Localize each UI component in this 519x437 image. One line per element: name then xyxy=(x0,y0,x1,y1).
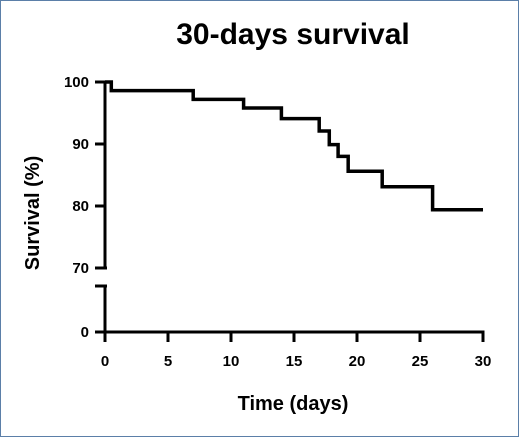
y-tick-label: 100 xyxy=(64,74,89,91)
y-tick-label: 0 xyxy=(81,324,89,341)
tick-group: 100 90 80 70 00 5 10 15 20 25 30 xyxy=(64,74,491,370)
y-axis-label: Survival (%) xyxy=(22,156,44,270)
y-tick-label: 70 xyxy=(72,260,89,277)
survival-step-line xyxy=(105,80,483,212)
y-tick-label: 80 xyxy=(72,198,89,215)
x-tick-label: 15 xyxy=(286,353,303,370)
x-tick-label: 0 xyxy=(101,353,109,370)
x-axis-label: Time (days) xyxy=(238,393,349,415)
x-tick-label: 20 xyxy=(349,353,366,370)
x-tick-label: 5 xyxy=(164,353,172,370)
series-group xyxy=(105,80,483,212)
y-tick-label: 90 xyxy=(72,136,89,153)
chart-title: 30-days survival xyxy=(176,18,409,51)
x-tick-label: 10 xyxy=(223,353,240,370)
x-tick-label: 30 xyxy=(475,353,492,370)
x-tick-label: 25 xyxy=(412,353,429,370)
